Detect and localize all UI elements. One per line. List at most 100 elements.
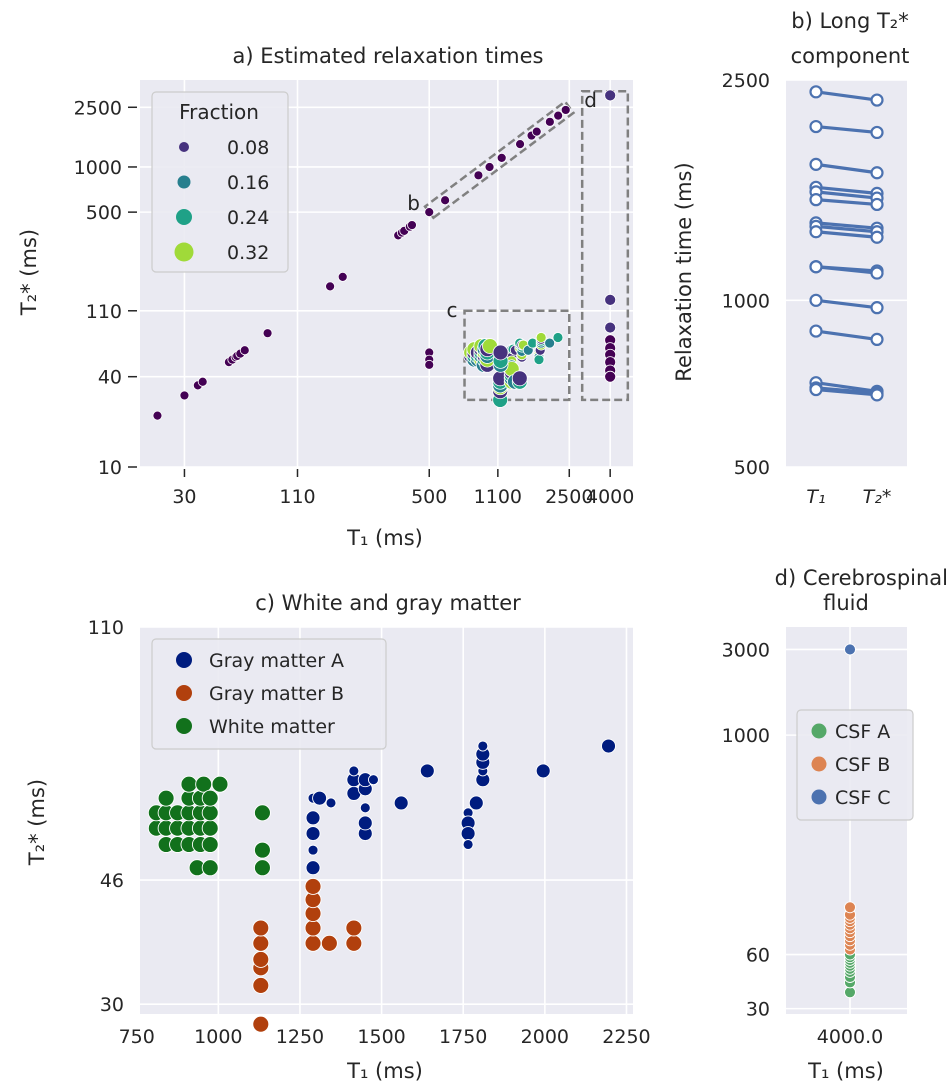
data-point (460, 826, 476, 841)
data-point (535, 763, 551, 779)
panel-c-ticks: 750 1000 1250 1500 1750 2000 2250 30 46 110 (88, 617, 651, 1048)
data-point (201, 789, 219, 807)
data-point (252, 934, 270, 952)
panel-a-legend: Fraction 0.08 0.16 0.24 0.32 (151, 91, 289, 273)
data-point (307, 844, 319, 856)
x-tick-label: 4000 (586, 486, 634, 508)
line-marker (870, 230, 884, 244)
y-tick-label: 30 (100, 994, 124, 1016)
y-tick-label: 3000 (722, 639, 770, 661)
line-marker (809, 324, 823, 338)
panel-c-grid (135, 626, 633, 1014)
series-line (815, 221, 878, 230)
data-point (477, 740, 489, 752)
data-point (560, 105, 571, 115)
data-point (604, 321, 617, 334)
data-point (407, 220, 417, 230)
data-point (239, 345, 250, 356)
data-point (553, 110, 564, 121)
legend-label: 0.24 (227, 207, 269, 229)
series-line (815, 387, 878, 397)
data-point (252, 1015, 270, 1033)
series-line (815, 329, 878, 341)
y-tick-label: 1000 (722, 290, 770, 312)
x-tick-label: 1100 (474, 486, 522, 508)
x-tick-label: 1500 (357, 1026, 405, 1048)
series-line (815, 230, 878, 239)
panel-a-grid (140, 80, 633, 468)
legend-frame (151, 638, 387, 750)
legend-label: 0.08 (227, 137, 269, 159)
line-marker (809, 260, 823, 274)
y-tick-label: 110 (88, 617, 124, 639)
panel-b: 500 1000 2500 T₁ T₂* b) Long T₂* component R… (672, 9, 909, 508)
data-point (201, 819, 219, 837)
line-marker (809, 157, 823, 171)
line-marker (809, 85, 823, 99)
legend-marker (811, 756, 827, 772)
data-point (305, 860, 321, 876)
line-marker (870, 93, 884, 107)
data-point (180, 775, 198, 793)
series-line (815, 90, 878, 102)
data-point (337, 272, 348, 282)
panel-a: bcd 30 110 500 1100 250040001040110500100025… (17, 44, 634, 550)
legend-marker (179, 142, 189, 152)
data-point (253, 841, 271, 859)
x-tick-label: 1250 (276, 1026, 324, 1048)
y-tick-label: 2500 (74, 97, 122, 119)
panel-b-plot-area (786, 80, 907, 467)
data-point (462, 839, 474, 850)
data-point (424, 207, 435, 218)
panel-b-grid (786, 79, 907, 468)
data-point (348, 765, 360, 777)
data-point (531, 126, 542, 137)
annotation-label: b (407, 191, 420, 215)
legend-marker (174, 242, 194, 262)
y-tick-label: 46 (100, 870, 124, 892)
y-tick-label: 500 (734, 457, 770, 479)
annotation-label: c (447, 298, 458, 322)
legend-label: 0.16 (227, 172, 269, 194)
panel-b-ticks: 500 1000 2500 T₁ T₂* (722, 70, 892, 508)
data-point (345, 934, 363, 952)
series-line (815, 190, 878, 200)
data-point (152, 410, 163, 421)
data-point (304, 919, 322, 937)
data-point (496, 152, 507, 163)
data-point (359, 802, 371, 814)
panel-a-x-label: T₁ (ms) (346, 526, 423, 550)
line-marker (809, 293, 823, 307)
legend-marker (176, 652, 192, 668)
x-tick-label: 4000.0 (817, 1026, 883, 1048)
panel-c-title: c) White and gray matter (255, 591, 521, 615)
panel-a-title: a) Estimated relaxation times (233, 44, 544, 68)
y-tick-label: 500 (86, 202, 122, 224)
data-point (325, 797, 337, 809)
legend-marker (176, 209, 192, 225)
x-tick-label: 2000 (521, 1026, 569, 1048)
legend-title: Fraction (179, 100, 259, 124)
panel-c-legend: Gray matter A Gray matter B White matter (151, 638, 387, 750)
y-tick-label: 40 (98, 367, 122, 389)
x-tick-label: 500 (411, 486, 447, 508)
legend-marker (176, 718, 192, 734)
legend-label: Gray matter A (209, 650, 344, 672)
x-tick-label: T₂* (863, 486, 892, 508)
legend-marker (811, 789, 827, 805)
panel-b-title-line2: component (791, 44, 910, 68)
y-tick-label: 110 (86, 301, 122, 323)
data-point (252, 919, 270, 937)
x-tick-label: 110 (279, 486, 315, 508)
line-marker (870, 266, 884, 280)
panel-d-title-line2: fluid (823, 591, 869, 615)
data-point (419, 763, 435, 779)
data-point (157, 789, 175, 807)
y-tick-label: 1000 (722, 725, 770, 747)
annotation-box-d (580, 89, 630, 402)
panel-c: 750 1000 1250 1500 1750 2000 2250 30 46 110 c) Wh… (25, 591, 651, 1083)
data-point (211, 775, 229, 793)
data-point (844, 901, 856, 914)
line-marker (809, 193, 823, 207)
y-tick-label: 30 (746, 999, 770, 1021)
